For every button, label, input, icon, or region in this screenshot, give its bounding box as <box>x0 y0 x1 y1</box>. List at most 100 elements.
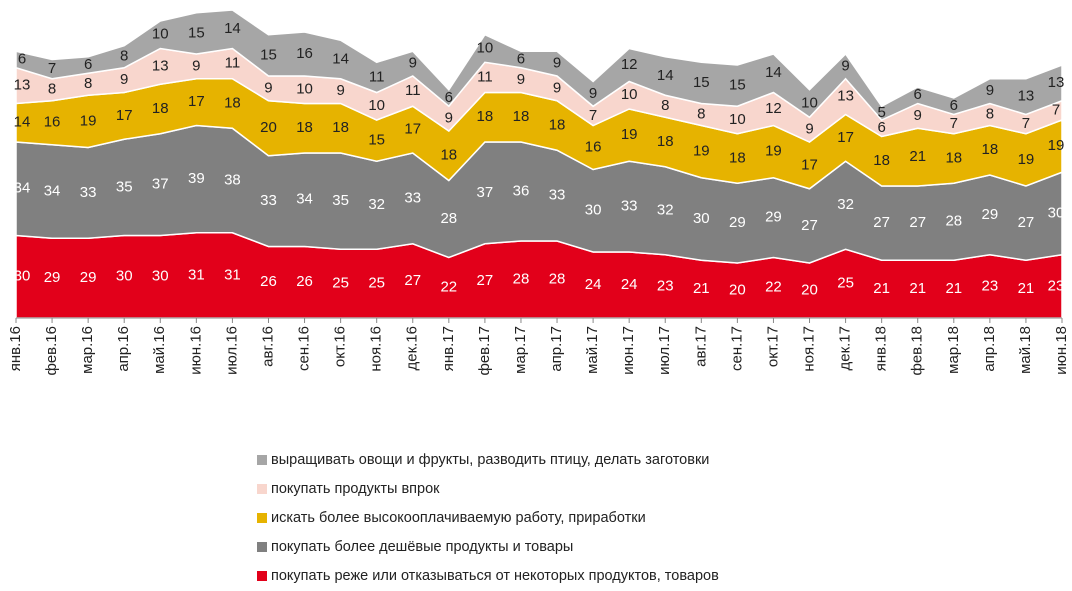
value-label: 29 <box>729 214 746 231</box>
value-label: 18 <box>296 119 313 136</box>
value-label: 11 <box>405 82 421 99</box>
value-label: 8 <box>120 48 128 65</box>
value-label: 14 <box>332 50 349 67</box>
value-label: 33 <box>260 192 277 209</box>
value-label: 15 <box>368 132 385 149</box>
value-label: 14 <box>224 20 241 37</box>
value-label: 22 <box>765 279 782 296</box>
legend-swatch <box>257 484 267 494</box>
value-label: 21 <box>909 148 926 165</box>
value-label: 17 <box>404 121 421 138</box>
value-label: 35 <box>332 192 349 209</box>
value-label: 33 <box>80 184 97 201</box>
value-label: 27 <box>404 272 421 289</box>
x-tick-label: май.16 <box>151 326 168 374</box>
value-label: 14 <box>14 114 31 131</box>
value-label: 9 <box>841 57 849 74</box>
value-label: 7 <box>589 107 597 124</box>
x-tick-label: дек.17 <box>837 326 854 371</box>
area <box>15 9 1063 121</box>
value-label: 19 <box>621 126 638 143</box>
value-label: 18 <box>224 94 241 111</box>
legend-label: выращивать овощи и фрукты, разводить пти… <box>271 452 709 468</box>
value-label: 17 <box>188 93 205 110</box>
value-label: 25 <box>332 275 349 292</box>
value-label: 13 <box>14 77 31 94</box>
value-label: 37 <box>152 176 169 193</box>
value-label: 9 <box>914 107 922 124</box>
value-label: 17 <box>837 129 854 146</box>
value-label: 7 <box>48 60 56 77</box>
value-label: 35 <box>116 178 133 195</box>
x-tick-label: фев.16 <box>43 326 60 376</box>
value-label: 18 <box>982 141 999 158</box>
x-tick-label: июн.16 <box>187 326 204 375</box>
value-label: 19 <box>693 143 710 160</box>
value-label: 6 <box>950 97 958 114</box>
value-label: 18 <box>729 149 746 166</box>
legend-swatch <box>257 542 267 552</box>
value-label: 28 <box>549 270 566 287</box>
value-label: 27 <box>909 214 926 231</box>
value-label: 14 <box>765 64 782 81</box>
value-label: 27 <box>873 214 890 231</box>
x-tick-label: июл.16 <box>223 326 240 375</box>
value-label: 9 <box>553 55 561 72</box>
x-tick-label: янв.16 <box>7 326 24 371</box>
value-label: 29 <box>80 269 97 286</box>
x-tick-label: апр.17 <box>548 326 565 372</box>
value-label: 8 <box>84 75 92 92</box>
value-label: 9 <box>589 85 597 102</box>
legend-swatch <box>257 571 267 581</box>
value-label: 29 <box>982 206 999 223</box>
value-label: 28 <box>513 270 530 287</box>
value-label: 9 <box>445 110 453 127</box>
value-label: 17 <box>116 107 133 124</box>
value-label: 9 <box>409 55 417 72</box>
value-label: 9 <box>986 82 994 99</box>
value-label: 9 <box>264 79 272 96</box>
x-tick-label: авг.16 <box>259 326 276 367</box>
value-label: 20 <box>729 281 746 298</box>
value-label: 19 <box>1018 151 1035 168</box>
value-label: 20 <box>801 281 818 298</box>
value-label: 7 <box>1022 115 1030 132</box>
value-label: 9 <box>336 82 344 99</box>
value-label: 22 <box>440 279 457 296</box>
x-tick-label: сен.16 <box>296 326 313 371</box>
value-label: 18 <box>440 147 457 164</box>
value-label: 30 <box>14 268 31 285</box>
value-label: 28 <box>440 210 457 227</box>
x-tick-label: сен.17 <box>728 326 745 371</box>
value-label: 11 <box>477 68 493 85</box>
value-label: 8 <box>661 97 669 114</box>
value-label: 39 <box>188 170 205 187</box>
value-label: 12 <box>765 100 782 117</box>
value-label: 18 <box>657 133 674 150</box>
x-tick-label: янв.18 <box>873 326 890 371</box>
value-label: 13 <box>1018 88 1035 105</box>
legend-label: покупать более дешёвые продукты и товары <box>271 539 573 555</box>
value-label: 30 <box>585 202 602 219</box>
value-label: 18 <box>152 100 169 117</box>
value-label: 12 <box>621 56 638 73</box>
value-label: 37 <box>477 184 494 201</box>
value-label: 10 <box>801 94 818 111</box>
value-label: 5 <box>877 104 885 121</box>
value-label: 13 <box>837 88 854 105</box>
value-label: 26 <box>296 273 313 290</box>
x-tick-label: янв.17 <box>440 326 457 371</box>
value-label: 11 <box>369 68 385 85</box>
value-label: 34 <box>44 182 61 199</box>
value-label: 18 <box>332 119 349 136</box>
value-label: 21 <box>945 280 962 297</box>
value-label: 9 <box>120 71 128 88</box>
value-label: 18 <box>873 152 890 169</box>
value-label: 34 <box>14 180 31 197</box>
value-label: 28 <box>945 213 962 230</box>
legend-label: искать более высокооплачиваемую работу, … <box>271 510 646 526</box>
value-label: 15 <box>188 24 205 41</box>
value-label: 19 <box>765 143 782 160</box>
x-tick-label: авг.17 <box>692 326 709 367</box>
